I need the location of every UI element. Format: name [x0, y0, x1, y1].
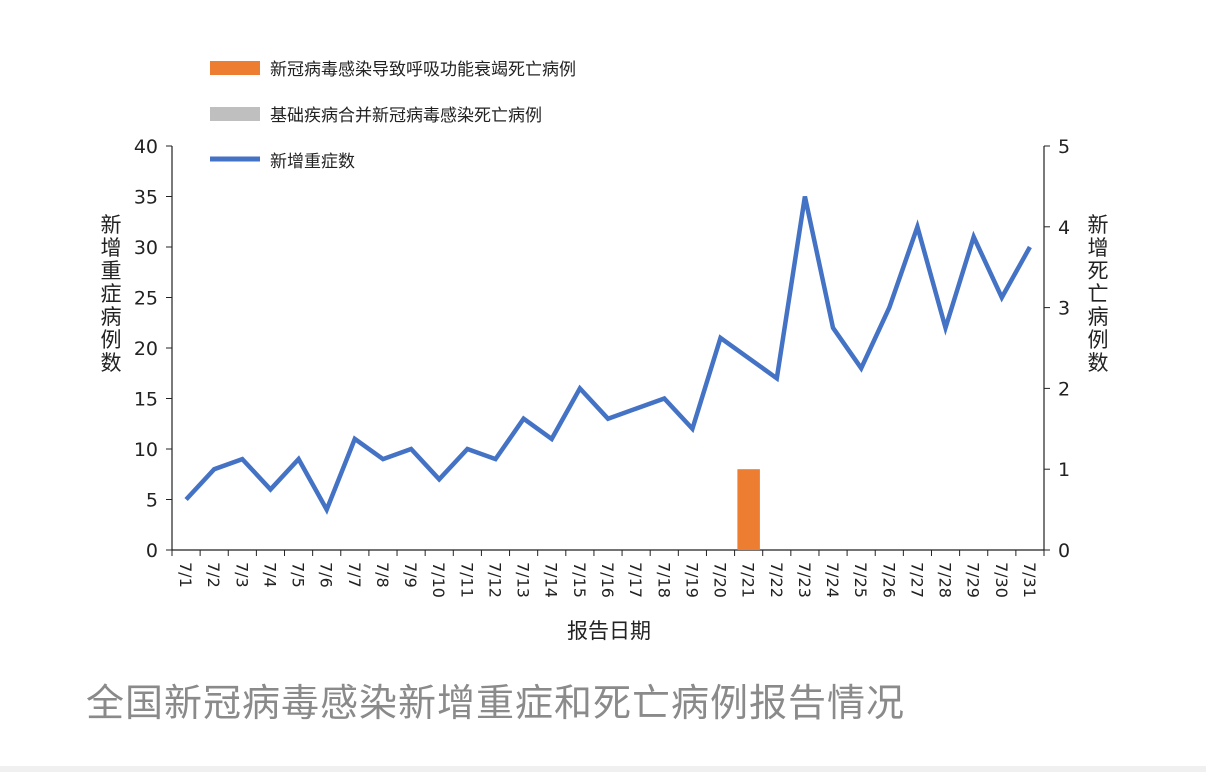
x-tick-label: 7/28 [936, 562, 955, 598]
legend-swatch-gray [210, 107, 260, 121]
legend-swatch-orange [210, 61, 260, 75]
y-right-tick-label: 5 [1058, 136, 1070, 158]
x-tick-label: 7/2 [204, 562, 223, 588]
y-axis-title-left-char: 症 [101, 282, 122, 306]
x-tick-label: 7/25 [851, 562, 870, 598]
x-tick-label: 7/31 [1020, 562, 1039, 598]
lines [184, 196, 1032, 515]
bar-death-cases [737, 469, 760, 550]
x-tick-label: 7/16 [598, 562, 617, 598]
x-tick-label: 7/15 [570, 562, 589, 598]
x-tick-label: 7/1 [176, 562, 195, 588]
x-tick-label: 7/23 [795, 562, 814, 598]
x-tick-label: 7/19 [682, 562, 701, 598]
y-axis-title-left-char: 数 [101, 351, 122, 375]
x-tick-label: 7/12 [485, 562, 504, 598]
x-tick-label: 7/3 [232, 562, 251, 588]
x-tick-label: 7/18 [654, 562, 673, 598]
x-tick-label: 7/5 [289, 562, 308, 588]
x-tick-label: 7/7 [345, 562, 364, 588]
y-axis-title-right-char: 亡 [1088, 282, 1109, 306]
y-axis-title-left-char: 例 [101, 328, 122, 352]
x-tick-label: 7/4 [260, 562, 279, 588]
legend-label-underlying-disease-deaths: 基础疾病合并新冠病毒感染死亡病例 [270, 106, 542, 126]
y-left-tick-label: 5 [146, 490, 158, 512]
y-axis-title-right-char: 死 [1088, 259, 1109, 283]
y-right-tick-label: 0 [1058, 540, 1070, 562]
y-axis-title-right-char: 例 [1088, 328, 1109, 352]
y-left-tick-label: 25 [134, 288, 158, 310]
y-left-tick-label: 0 [146, 540, 158, 562]
x-tick-label: 7/21 [739, 562, 758, 598]
x-tick-label: 7/9 [401, 562, 420, 588]
x-tick-label: 7/6 [317, 562, 336, 588]
y-axis-title-right-char: 新 [1088, 213, 1109, 237]
bars [737, 469, 760, 550]
y-axis-title-left-char: 增 [101, 236, 122, 260]
x-tick-label: 7/14 [542, 562, 561, 598]
chart: 新冠病毒感染导致呼吸功能衰竭死亡病例 基础疾病合并新冠病毒感染死亡病例 新增重症… [101, 60, 1109, 643]
x-tick-label: 7/11 [457, 562, 476, 598]
y-axis-title-left-char: 病 [101, 305, 122, 329]
legend-label-respiratory-deaths: 新冠病毒感染导致呼吸功能衰竭死亡病例 [270, 60, 576, 80]
y-left-tick-label: 35 [134, 187, 158, 209]
y-axis-title-left-char: 新 [101, 213, 122, 237]
figure-caption: 全国新冠病毒感染新增重症和死亡病例报告情况 [86, 681, 906, 725]
x-tick-label: 7/20 [711, 562, 730, 598]
y-right-tick-label: 4 [1058, 217, 1070, 239]
legend-label-new-severe: 新增重症数 [270, 152, 355, 172]
y-axis-title-right-char: 病 [1088, 305, 1109, 329]
y-right-tick-label: 3 [1058, 298, 1070, 320]
x-tick-label: 7/8 [373, 562, 392, 588]
y-axis-title-right-char: 数 [1088, 351, 1109, 375]
x-tick-label: 7/24 [823, 562, 842, 598]
legend: 新冠病毒感染导致呼吸功能衰竭死亡病例 基础疾病合并新冠病毒感染死亡病例 新增重症… [210, 60, 576, 172]
x-tick-label: 7/30 [992, 562, 1011, 598]
y-axis-title-right-char: 增 [1088, 236, 1109, 260]
y-axis-title-left-char: 重 [101, 259, 122, 283]
y-right-tick-label: 1 [1058, 459, 1070, 481]
x-axis-title: 报告日期 [567, 619, 651, 643]
y-left-tick-label: 30 [134, 237, 158, 259]
x-tick-label: 7/29 [964, 562, 983, 598]
y-left-tick-label: 40 [134, 136, 158, 158]
y-left-tick-label: 20 [134, 338, 158, 360]
x-tick-label: 7/10 [429, 562, 448, 598]
line-new-severe-cases [184, 196, 1032, 515]
y-left-tick-label: 15 [134, 389, 158, 411]
x-tick-label: 7/22 [767, 562, 786, 598]
y-left-tick-label: 10 [134, 439, 158, 461]
x-tick-label: 7/26 [879, 562, 898, 598]
x-tick-label: 7/27 [907, 562, 926, 598]
x-tick-label: 7/17 [626, 562, 645, 598]
y-right-tick-label: 2 [1058, 378, 1070, 400]
x-tick-label: 7/13 [514, 562, 533, 598]
axes: 0 5 10 15 20 25 30 35 40 0 1 2 3 4 5 7/1 7/2 7/3 7/4 7/5 7/6… [134, 136, 1070, 598]
bottom-bar [0, 766, 1206, 772]
